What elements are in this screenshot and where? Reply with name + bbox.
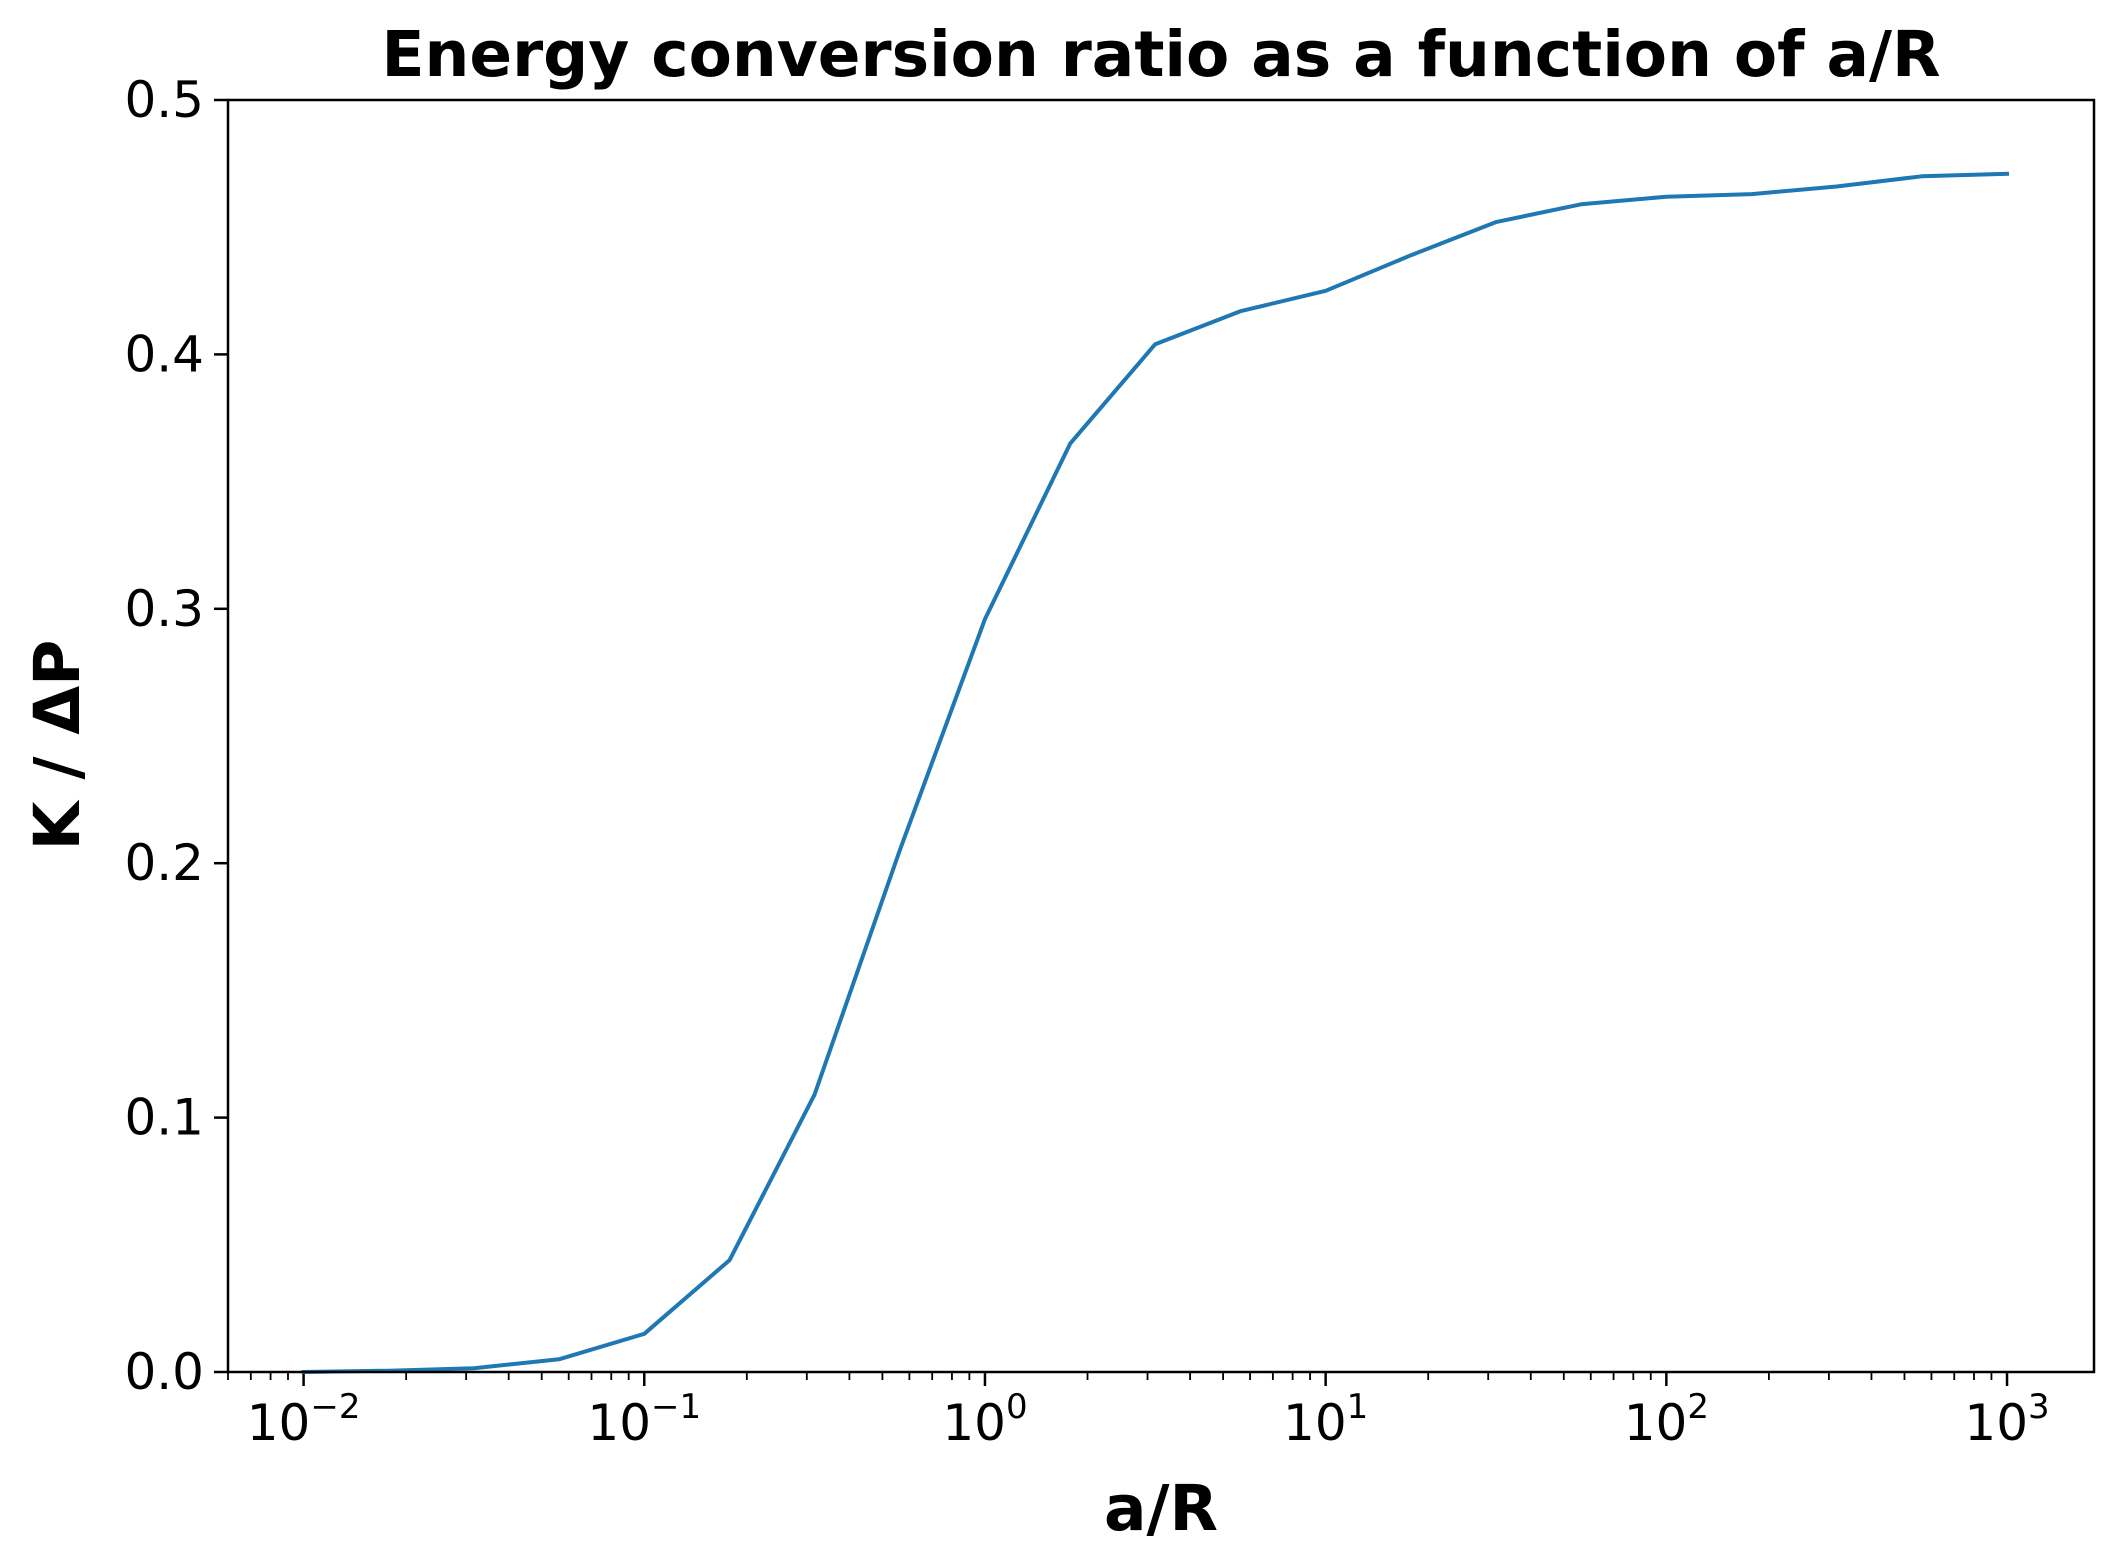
- y-tick-label: 0.2: [124, 834, 204, 892]
- x-axis-ticks: 10−2 10−1 100 101 102 103: [247, 1372, 2050, 1452]
- y-tick-label: 0.3: [124, 580, 204, 638]
- x-tick-label: 102: [1624, 1387, 1709, 1452]
- y-tick-label: 0.1: [124, 1089, 204, 1147]
- x-tick-label: 101: [1283, 1387, 1368, 1452]
- y-tick-label: 0.0: [124, 1343, 204, 1401]
- y-tick-label: 0.4: [124, 325, 204, 383]
- x-tick-label: 103: [1964, 1387, 2049, 1452]
- y-axis-ticks: 0.0 0.1 0.2 0.3 0.4 0.5: [124, 71, 228, 1401]
- x-tick-label: 10−2: [247, 1387, 361, 1452]
- series-line: [301, 171, 2010, 1375]
- plot-frame: [226, 98, 2096, 1374]
- x-tick-label: 10−1: [587, 1387, 701, 1452]
- x-axis-label: a/R: [1104, 1472, 1218, 1545]
- chart-title: Energy conversion ratio as a function of…: [381, 18, 1940, 91]
- x-minor-ticks: [227, 1372, 1993, 1380]
- y-tick-label: 0.5: [124, 71, 204, 129]
- y-axis-label: K / ΔP: [21, 640, 94, 851]
- series-layer: [301, 171, 2010, 1375]
- plot-area: 10−2 10−1 100 101 102 103 0.0 0.1 0.2 0.3 0.4 0.5: [124, 71, 2096, 1452]
- x-tick-label: 100: [942, 1387, 1027, 1452]
